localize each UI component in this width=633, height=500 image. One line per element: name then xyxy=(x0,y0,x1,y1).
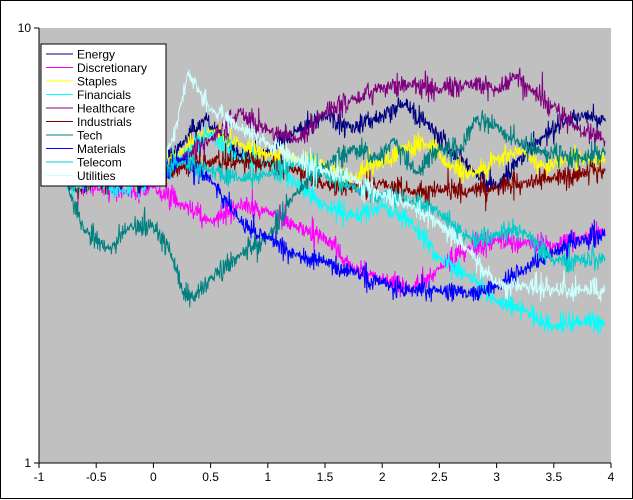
x-tick-label: 3 xyxy=(493,470,500,484)
x-tick-label: 4 xyxy=(608,470,615,484)
x-tick-label: -1 xyxy=(34,470,45,484)
x-tick-label: 3.5 xyxy=(545,470,562,484)
x-tick-label: 2 xyxy=(379,470,386,484)
legend-label-materials: Materials xyxy=(77,142,126,156)
x-tick-label: 2.5 xyxy=(431,470,448,484)
series-line-tech xyxy=(67,110,606,308)
x-tick-label: 1 xyxy=(264,470,271,484)
y-tick-label: 1 xyxy=(24,456,31,470)
legend-label-financials: Financials xyxy=(77,88,131,102)
y-tick-label: 10 xyxy=(18,21,32,35)
legend-items: EnergyDiscretionaryStaplesFinancialsHeal… xyxy=(46,48,147,183)
x-tick-label: 0 xyxy=(150,470,157,484)
legend-label-telecom: Telecom xyxy=(77,156,122,170)
legend-label-discretionary: Discretionary xyxy=(77,61,147,75)
legend-label-industrials: Industrials xyxy=(77,115,132,129)
x-tick-label: 0.5 xyxy=(202,470,219,484)
legend: EnergyDiscretionaryStaplesFinancialsHeal… xyxy=(40,43,167,187)
x-tick-label: 1.5 xyxy=(317,470,334,484)
legend-label-tech: Tech xyxy=(77,129,102,143)
y-axis-ticks: 1 10 xyxy=(18,21,39,470)
legend-label-energy: Energy xyxy=(77,48,115,62)
x-tick-label: -0.5 xyxy=(86,470,107,484)
x-axis-ticks: -1 -0.5 0 0.5 1 1.5 2 2.5 3 3.5 4 xyxy=(34,463,615,484)
legend-label-staples: Staples xyxy=(77,75,117,89)
legend-label-utilities: Utilities xyxy=(77,169,116,183)
legend-label-healthcare: Healthcare xyxy=(77,102,135,116)
